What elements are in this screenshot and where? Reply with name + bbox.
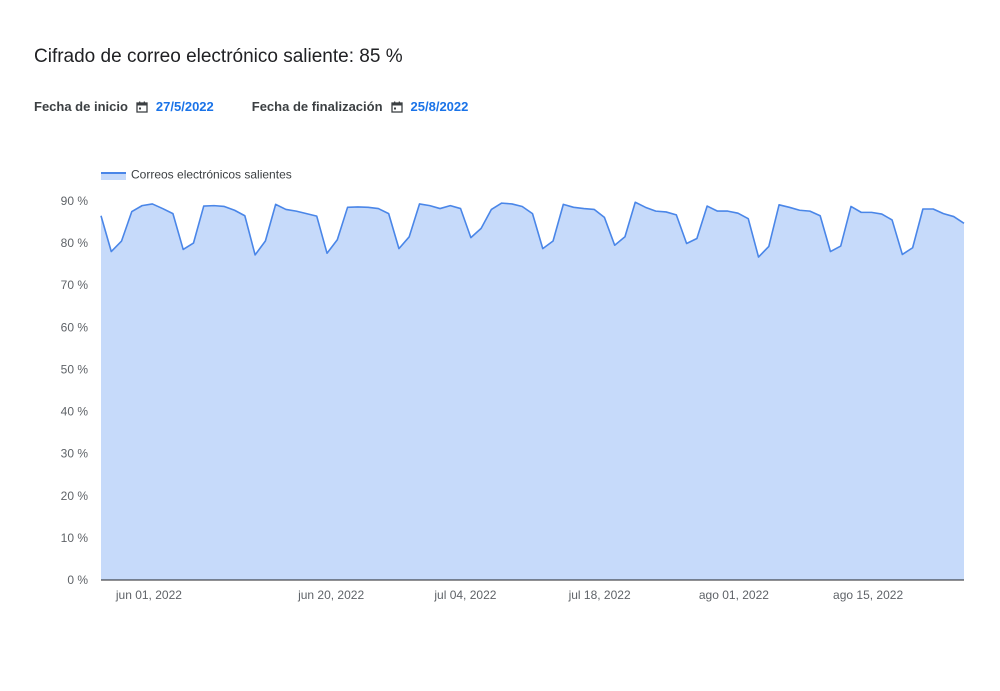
y-tick-label: 20 % bbox=[61, 489, 89, 503]
y-tick-label: 60 % bbox=[61, 320, 89, 334]
y-tick-label: 0 % bbox=[67, 573, 88, 587]
y-tick-label: 50 % bbox=[61, 362, 89, 376]
y-tick-label: 30 % bbox=[61, 447, 89, 461]
start-date-group[interactable]: Fecha de inicio 27/5/2022 bbox=[34, 99, 214, 114]
x-tick-label: ago 01, 2022 bbox=[699, 588, 769, 602]
y-tick-label: 80 % bbox=[61, 236, 89, 250]
start-date-value[interactable]: 27/5/2022 bbox=[155, 99, 214, 114]
legend-swatch bbox=[101, 172, 126, 180]
end-date-group[interactable]: Fecha de finalización 25/8/2022 bbox=[252, 99, 469, 114]
x-tick-label: jul 04, 2022 bbox=[433, 588, 496, 602]
x-tick-label: jun 01, 2022 bbox=[115, 588, 182, 602]
y-tick-label: 10 % bbox=[61, 531, 89, 545]
x-tick-label: jul 18, 2022 bbox=[568, 588, 631, 602]
y-tick-label: 70 % bbox=[61, 278, 89, 292]
start-date-label: Fecha de inicio bbox=[34, 99, 128, 114]
x-tick-label: ago 15, 2022 bbox=[833, 588, 903, 602]
page-title: Cifrado de correo electrónico saliente: … bbox=[34, 46, 403, 67]
end-date-label: Fecha de finalización bbox=[251, 99, 383, 114]
end-date-value[interactable]: 25/8/2022 bbox=[410, 99, 469, 114]
legend-label: Correos electrónicos salientes bbox=[131, 168, 292, 182]
y-tick-label: 40 % bbox=[61, 405, 89, 419]
x-tick-label: jun 20, 2022 bbox=[297, 588, 364, 602]
date-range: Fecha de inicio 27/5/2022 Fecha de final… bbox=[34, 99, 506, 114]
series-area bbox=[101, 202, 964, 580]
y-tick-label: 90 % bbox=[61, 194, 89, 208]
calendar-icon[interactable] bbox=[390, 101, 403, 113]
calendar-icon[interactable] bbox=[136, 101, 148, 113]
